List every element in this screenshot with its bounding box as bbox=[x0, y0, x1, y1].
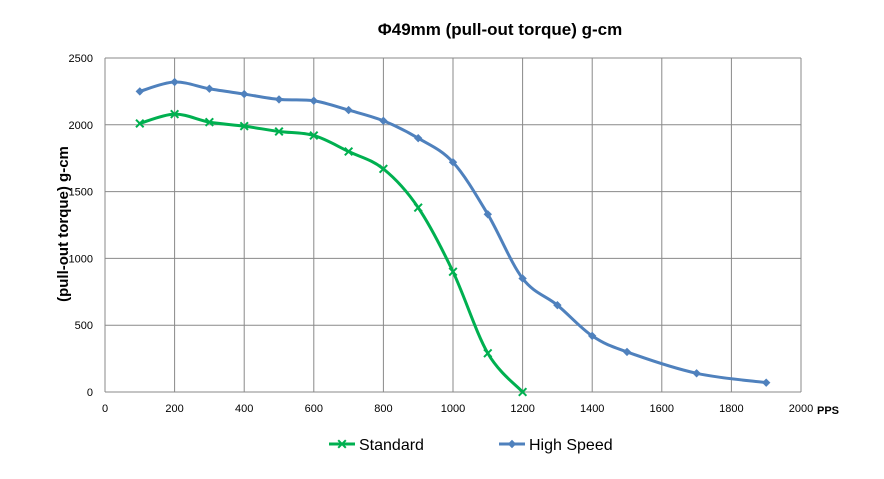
data-point-high-speed bbox=[518, 274, 527, 283]
y-tick-label: 2000 bbox=[69, 120, 93, 132]
y-tick-label: 500 bbox=[75, 320, 93, 332]
legend-item-high-speed: High Speed bbox=[499, 437, 613, 454]
data-point-standard bbox=[483, 348, 493, 358]
data-point-standard bbox=[239, 121, 249, 131]
data-point-standard bbox=[413, 203, 423, 213]
y-tick-label: 2500 bbox=[69, 53, 93, 65]
data-point-high-speed bbox=[135, 87, 144, 96]
data-point-high-speed bbox=[553, 300, 562, 310]
x-tick-label: 800 bbox=[374, 403, 392, 415]
data-point-high-speed bbox=[622, 347, 632, 357]
axes bbox=[104, 58, 801, 393]
x-tick-label: 0 bbox=[102, 403, 108, 415]
x-tick-label: 1200 bbox=[510, 403, 534, 415]
series-line-standard bbox=[138, 112, 525, 394]
y-tick-label: 1000 bbox=[69, 253, 93, 265]
series-standard bbox=[135, 109, 528, 397]
data-point-high-speed bbox=[414, 133, 423, 143]
legend-marker-standard bbox=[337, 439, 347, 449]
data-point-standard bbox=[448, 267, 458, 277]
series-high-speed bbox=[135, 77, 771, 387]
data-point-high-speed bbox=[205, 84, 214, 93]
x-tick-label: 200 bbox=[165, 403, 183, 415]
data-point-high-speed bbox=[588, 331, 597, 341]
x-tick-label: 1800 bbox=[719, 403, 743, 415]
data-point-high-speed bbox=[170, 77, 179, 87]
x-axis-unit: PPS bbox=[817, 405, 839, 417]
data-point-high-speed bbox=[240, 89, 249, 99]
x-tick-label: 1400 bbox=[580, 403, 604, 415]
data-point-standard bbox=[204, 117, 214, 127]
data-point-high-speed bbox=[344, 105, 353, 115]
data-point-high-speed bbox=[309, 96, 318, 105]
x-tick-label: 1000 bbox=[441, 403, 465, 415]
data-point-high-speed bbox=[448, 158, 458, 167]
data-point-high-speed bbox=[692, 369, 701, 378]
data-point-standard bbox=[518, 387, 528, 397]
legend-label-standard: Standard bbox=[359, 437, 424, 454]
data-point-high-speed bbox=[483, 210, 492, 219]
data-point-standard bbox=[135, 118, 145, 128]
chart-title: Φ49mm (pull-out torque) g-cm bbox=[377, 20, 623, 39]
data-point-standard bbox=[274, 126, 284, 136]
x-tick-label: 2000 bbox=[789, 403, 813, 415]
data-point-high-speed bbox=[274, 95, 284, 104]
data-point-high-speed bbox=[379, 116, 388, 125]
legend: Standard High Speed bbox=[329, 437, 613, 454]
y-axis-title: (pull-out torque) g-cm bbox=[55, 146, 72, 302]
x-tick-label: 400 bbox=[235, 403, 253, 415]
data-point-standard bbox=[378, 164, 388, 174]
x-tick-label: 600 bbox=[305, 403, 323, 415]
data-point-standard bbox=[344, 147, 354, 157]
legend-marker-high-speed bbox=[507, 439, 517, 449]
grid bbox=[105, 57, 802, 392]
legend-item-standard: Standard bbox=[329, 437, 424, 454]
data-point-standard bbox=[309, 130, 319, 140]
series-layer bbox=[135, 77, 771, 397]
data-point-high-speed bbox=[762, 378, 771, 387]
x-tick-label: 1600 bbox=[650, 403, 674, 415]
tick-labels: 0 500 1000 1500 2000 2500 0 200 400 600 800 1000 120… bbox=[69, 53, 814, 415]
data-point-standard bbox=[170, 109, 180, 119]
y-tick-label: 0 bbox=[87, 387, 93, 399]
y-tick-label: 1500 bbox=[69, 187, 93, 199]
legend-label-high-speed: High Speed bbox=[529, 437, 613, 454]
